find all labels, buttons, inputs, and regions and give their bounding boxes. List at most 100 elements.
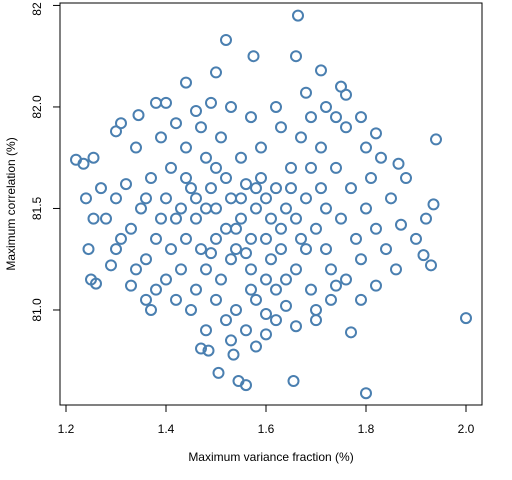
point (195, 243, 207, 256)
point (340, 121, 352, 134)
y-tick-label: 81.0 (30, 298, 44, 322)
point (135, 202, 147, 215)
point (335, 212, 347, 225)
point (245, 283, 257, 296)
point (360, 141, 372, 154)
point (110, 192, 122, 205)
point (210, 202, 222, 215)
point (247, 50, 260, 63)
point (370, 222, 382, 235)
point (160, 273, 172, 286)
point (320, 100, 332, 113)
point (232, 375, 245, 388)
point (300, 192, 312, 205)
point (175, 202, 187, 215)
point (100, 212, 112, 225)
point (310, 314, 322, 327)
point (280, 299, 292, 312)
point (140, 253, 152, 266)
point (290, 212, 302, 225)
point (255, 141, 267, 154)
point (370, 127, 382, 140)
point (315, 182, 327, 195)
point (245, 263, 257, 276)
point (320, 243, 332, 256)
point (300, 86, 312, 99)
point (215, 131, 227, 144)
point (170, 293, 182, 306)
point (285, 161, 297, 174)
point (285, 182, 297, 195)
point (355, 253, 367, 266)
point (250, 202, 262, 215)
point (120, 178, 132, 191)
point (125, 222, 137, 235)
point (170, 117, 182, 130)
point (87, 151, 100, 164)
point (87, 212, 100, 225)
point (410, 232, 422, 245)
point (145, 303, 157, 316)
point (235, 212, 247, 225)
point (195, 342, 207, 355)
point (180, 141, 192, 154)
point (310, 222, 322, 235)
point (290, 50, 302, 63)
point (240, 178, 252, 191)
point (190, 105, 202, 118)
x-tick-label: 2.0 (458, 422, 475, 436)
point (380, 243, 392, 256)
point (150, 96, 162, 109)
point (130, 263, 142, 276)
point (292, 9, 304, 22)
point (220, 172, 232, 185)
point (225, 192, 237, 205)
point (330, 111, 342, 124)
point (365, 172, 377, 185)
point (175, 263, 187, 276)
point (215, 273, 227, 286)
point (190, 283, 202, 296)
point (180, 172, 192, 185)
point (225, 334, 237, 347)
point (200, 324, 212, 337)
point (260, 308, 272, 321)
point (170, 212, 182, 225)
point (375, 151, 387, 164)
point (95, 182, 107, 195)
point (200, 202, 212, 215)
point (280, 273, 292, 286)
point (370, 279, 382, 292)
point (325, 293, 337, 306)
point (417, 249, 430, 262)
point (210, 293, 222, 306)
point (160, 96, 172, 109)
plot-frame (59, 2, 483, 406)
point (202, 344, 215, 357)
point (385, 192, 397, 205)
point (360, 387, 372, 400)
point (305, 283, 317, 296)
point (110, 243, 122, 256)
point (295, 131, 307, 144)
point (245, 232, 257, 245)
point (265, 253, 277, 266)
point (430, 133, 442, 146)
point (305, 111, 317, 124)
point (150, 283, 162, 296)
x-axis-title: Maximum variance fraction (%) (188, 450, 353, 464)
point (287, 375, 300, 388)
y-axis-title: Maximum correlation (%) (4, 137, 18, 270)
point (225, 253, 237, 266)
point (225, 100, 237, 113)
point (355, 111, 367, 124)
point (395, 218, 407, 231)
point (230, 303, 242, 316)
point (185, 303, 197, 316)
point (345, 182, 357, 195)
point (310, 303, 322, 316)
point (200, 263, 212, 276)
x-tick-label: 1.8 (358, 422, 375, 436)
point (325, 263, 337, 276)
